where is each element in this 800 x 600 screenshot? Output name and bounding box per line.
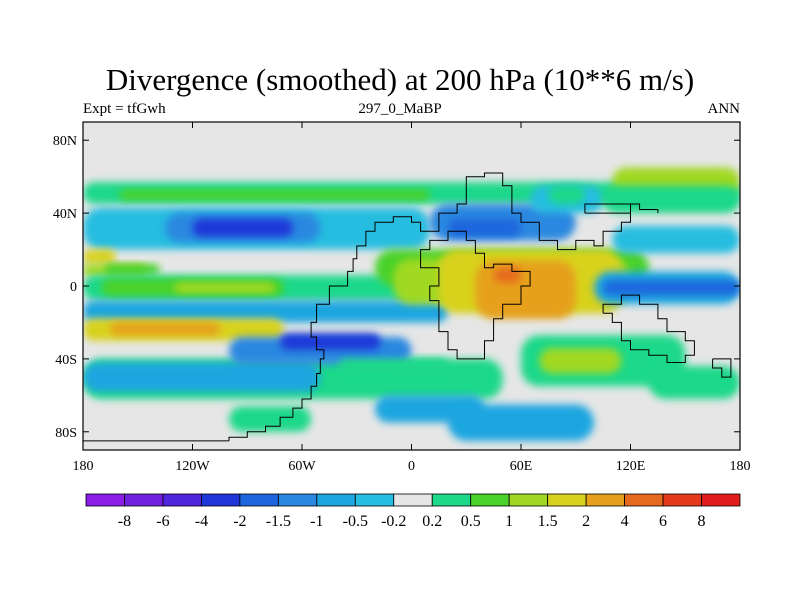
colorbar-label: -0.2 <box>381 513 406 530</box>
contour-field <box>83 122 740 450</box>
contour-region <box>548 185 585 204</box>
y-tick-label: 80S <box>55 426 77 441</box>
colorbar-swatch <box>162 493 202 507</box>
x-tick-label: 0 <box>408 459 415 474</box>
run-label: 297_0_MaBP <box>358 101 442 117</box>
x-tick-label: 60E <box>510 459 533 474</box>
contour-region <box>83 249 116 265</box>
colorbar-swatch <box>662 493 702 507</box>
colorbar-swatch <box>431 493 472 507</box>
colorbar-swatch <box>470 493 510 507</box>
colorbar-swatch <box>354 493 395 507</box>
colorbar-label: -2 <box>233 513 246 530</box>
contour-region <box>338 358 448 374</box>
colorbar-label: -0.5 <box>343 513 368 530</box>
colorbar-swatch <box>85 493 125 507</box>
contour-region <box>104 264 160 276</box>
colorbar-label: -4 <box>195 513 208 530</box>
colorbar-swatch <box>585 493 625 507</box>
experiment-label: Expt = tfGwh <box>83 101 166 117</box>
colorbar-label: 6 <box>659 513 667 530</box>
x-tick-label: 120E <box>616 459 646 474</box>
x-tick-label: 180 <box>73 459 94 474</box>
contour-region <box>448 404 594 441</box>
colorbar-label: 0.2 <box>422 513 442 530</box>
colorbar-swatch <box>393 493 433 507</box>
y-tick-label: 0 <box>70 280 77 295</box>
colorbar-label: -6 <box>156 513 169 530</box>
colorbar-swatch <box>124 493 164 507</box>
colorbar-label: -1 <box>310 513 323 530</box>
contour-region <box>475 260 576 319</box>
colorbar-swatch <box>624 493 664 507</box>
colorbar: -8 -6 -4 -2 -1.5 -1 -0.5 -0.2 0.2 0.5 1 1.5 2 4 6 8 <box>85 493 741 530</box>
contour-region <box>83 300 448 323</box>
colorbar-label: -1.5 <box>266 513 291 530</box>
contour-region <box>280 333 381 350</box>
contour-region <box>110 322 220 336</box>
colorbar-label: 0.5 <box>461 513 481 530</box>
x-tick-label: 180 <box>730 459 751 474</box>
y-tick-label: 40S <box>55 353 77 368</box>
contour-region <box>448 218 521 237</box>
contour-region <box>648 366 740 399</box>
contour-region <box>603 185 740 214</box>
contour-region <box>603 280 740 296</box>
colorbar-swatch <box>201 493 241 507</box>
x-tick-label: 120W <box>175 459 210 474</box>
contour-region <box>493 267 521 283</box>
x-tick-label: 60W <box>288 459 316 474</box>
contour-region <box>83 362 321 392</box>
contour-region <box>229 406 312 432</box>
contour-region <box>192 218 293 237</box>
colorbar-label: 2 <box>582 513 590 530</box>
colorbar-swatch <box>277 493 318 507</box>
contour-region <box>539 347 622 374</box>
y-tick-label: 40N <box>53 207 77 222</box>
colorbar-label: -8 <box>118 513 131 530</box>
colorbar-label: 1 <box>505 513 513 530</box>
season-label: ANN <box>707 101 741 117</box>
colorbar-swatch <box>508 493 549 507</box>
contour-region <box>119 189 430 201</box>
y-tick-label: 80N <box>53 134 77 149</box>
colorbar-swatch <box>701 493 741 507</box>
chart-title: Divergence (smoothed) at 200 hPa (10**6 … <box>105 62 695 97</box>
colorbar-label: 1.5 <box>538 513 558 530</box>
contour-region <box>612 225 740 254</box>
contour-region <box>174 282 275 294</box>
y-axis: 80N 40N 0 40S 80S <box>53 134 740 441</box>
x-axis: 180 120W 60W 0 60E 120E 180 <box>73 122 751 474</box>
colorbar-label: 4 <box>621 513 629 530</box>
colorbar-swatch <box>547 493 587 507</box>
colorbar-label: 8 <box>698 513 706 530</box>
colorbar-swatch <box>316 493 356 507</box>
coastline-outline <box>83 172 732 442</box>
colorbar-swatch <box>239 493 279 507</box>
